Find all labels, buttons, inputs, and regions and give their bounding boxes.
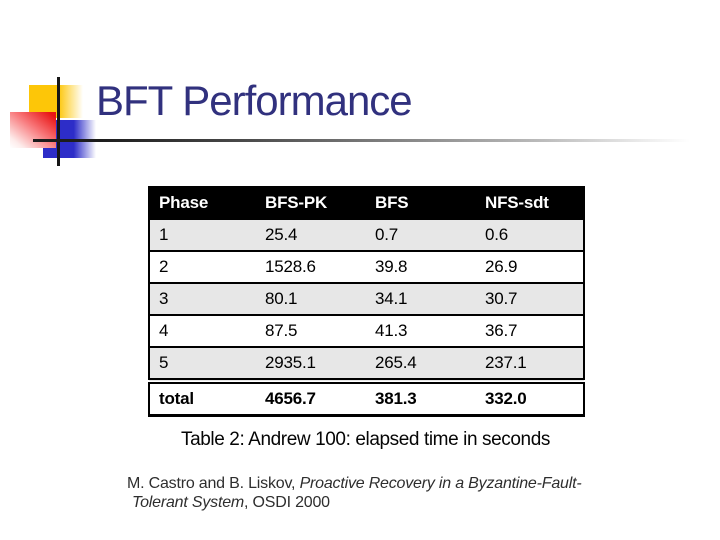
citation-authors: M. Castro and B. Liskov,: [127, 475, 300, 492]
cell-bfs-pk: 25.4: [256, 218, 366, 251]
table-row-phase-1: 1 25.4 0.7 0.6: [149, 218, 584, 251]
cell-phase: 1: [149, 218, 256, 251]
cell-bfs-pk: 2935.1: [256, 346, 366, 381]
title-underline-rule: [33, 139, 690, 142]
column-header-bfs-pk: BFS-PK: [256, 187, 366, 219]
cell-total-nfs-sdt: 332.0: [476, 378, 584, 416]
cell-phase: 3: [149, 282, 256, 315]
cell-bfs: 39.8: [366, 250, 476, 283]
cell-total-bfs-pk: 4656.7: [256, 378, 366, 416]
citation-line-2: Tolerant System, OSDI 2000: [132, 493, 581, 512]
cell-bfs: 0.7: [366, 218, 476, 251]
decoration-vertical-line: [57, 77, 60, 166]
column-header-phase: Phase: [149, 187, 256, 219]
citation-paper-title-part-2: Tolerant System: [132, 494, 245, 511]
table-row-phase-4: 4 87.5 41.3 36.7: [149, 314, 584, 347]
cell-bfs-pk: 1528.6: [256, 250, 366, 283]
cell-bfs-pk: 80.1: [256, 282, 366, 315]
citation-venue: , OSDI 2000: [244, 494, 330, 511]
table-header-row: Phase BFS-PK BFS NFS-sdt: [149, 187, 584, 219]
cell-phase: 4: [149, 314, 256, 347]
cell-nfs-sdt: 26.9: [476, 250, 584, 283]
cell-bfs: 265.4: [366, 346, 476, 381]
cell-total-label: total: [149, 378, 256, 416]
cell-nfs-sdt: 0.6: [476, 218, 584, 251]
cell-bfs: 41.3: [366, 314, 476, 347]
cell-nfs-sdt: 237.1: [476, 346, 584, 381]
citation: M. Castro and B. Liskov, Proactive Recov…: [127, 474, 582, 512]
column-header-nfs-sdt: NFS-sdt: [476, 187, 584, 219]
cell-bfs: 34.1: [366, 282, 476, 315]
cell-phase: 2: [149, 250, 256, 283]
citation-line-1: M. Castro and B. Liskov, Proactive Recov…: [127, 474, 582, 493]
table-row-phase-3: 3 80.1 34.1 30.7: [149, 282, 584, 315]
cell-phase: 5: [149, 346, 256, 381]
cell-nfs-sdt: 36.7: [476, 314, 584, 347]
cell-bfs-pk: 87.5: [256, 314, 366, 347]
column-header-bfs: BFS: [366, 187, 476, 219]
cell-nfs-sdt: 30.7: [476, 282, 584, 315]
decoration-red-gradient-square: [10, 112, 56, 148]
cell-total-bfs: 381.3: [366, 378, 476, 416]
table-row-phase-5: 5 2935.1 265.4 237.1: [149, 346, 584, 381]
performance-table: Phase BFS-PK BFS NFS-sdt 1 25.4 0.7 0.6 …: [148, 186, 585, 417]
table-caption: Table 2: Andrew 100: elapsed time in sec…: [181, 429, 550, 450]
table-row-phase-2: 2 1528.6 39.8 26.9: [149, 250, 584, 283]
slide-title: BFT Performance: [96, 77, 413, 124]
table-row-total: total 4656.7 381.3 332.0: [149, 378, 584, 416]
citation-paper-title-part-1: Proactive Recovery in a Byzantine-Fault-: [299, 475, 582, 492]
